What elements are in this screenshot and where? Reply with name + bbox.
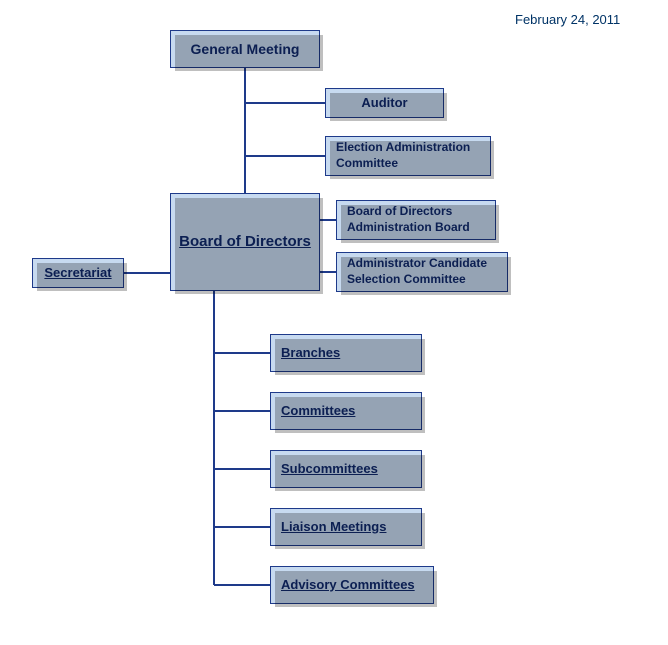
node-label: Board of Directors (179, 232, 311, 252)
node-advisory: Advisory Committees (270, 566, 434, 604)
node-label: Branches (281, 345, 340, 362)
node-liaison: Liaison Meetings (270, 508, 422, 546)
node-label: Administrator Candidate Selection Commit… (347, 256, 487, 287)
node-branches: Branches (270, 334, 422, 372)
node-label: Secretariat (44, 265, 111, 282)
node-label: General Meeting (191, 40, 300, 58)
node-admin-candidate: Administrator Candidate Selection Commit… (336, 252, 508, 292)
node-label: Subcommittees (281, 461, 378, 478)
node-committees: Committees (270, 392, 422, 430)
node-secretariat: Secretariat (32, 258, 124, 288)
node-auditor: Auditor (325, 88, 444, 118)
node-label: Advisory Committees (281, 577, 415, 594)
node-label: Auditor (361, 95, 407, 112)
node-label: Election Administration Committee (336, 140, 470, 171)
node-label: Liaison Meetings (281, 519, 386, 536)
node-label: Committees (281, 403, 355, 420)
node-general-meeting: General Meeting (170, 30, 320, 68)
node-bod-admin-board: Board of Directors Administration Board (336, 200, 496, 240)
node-board-of-directors: Board of Directors (170, 193, 320, 291)
node-label: Board of Directors Administration Board (347, 204, 470, 235)
node-subcommittees: Subcommittees (270, 450, 422, 488)
node-election-admin: Election Administration Committee (325, 136, 491, 176)
